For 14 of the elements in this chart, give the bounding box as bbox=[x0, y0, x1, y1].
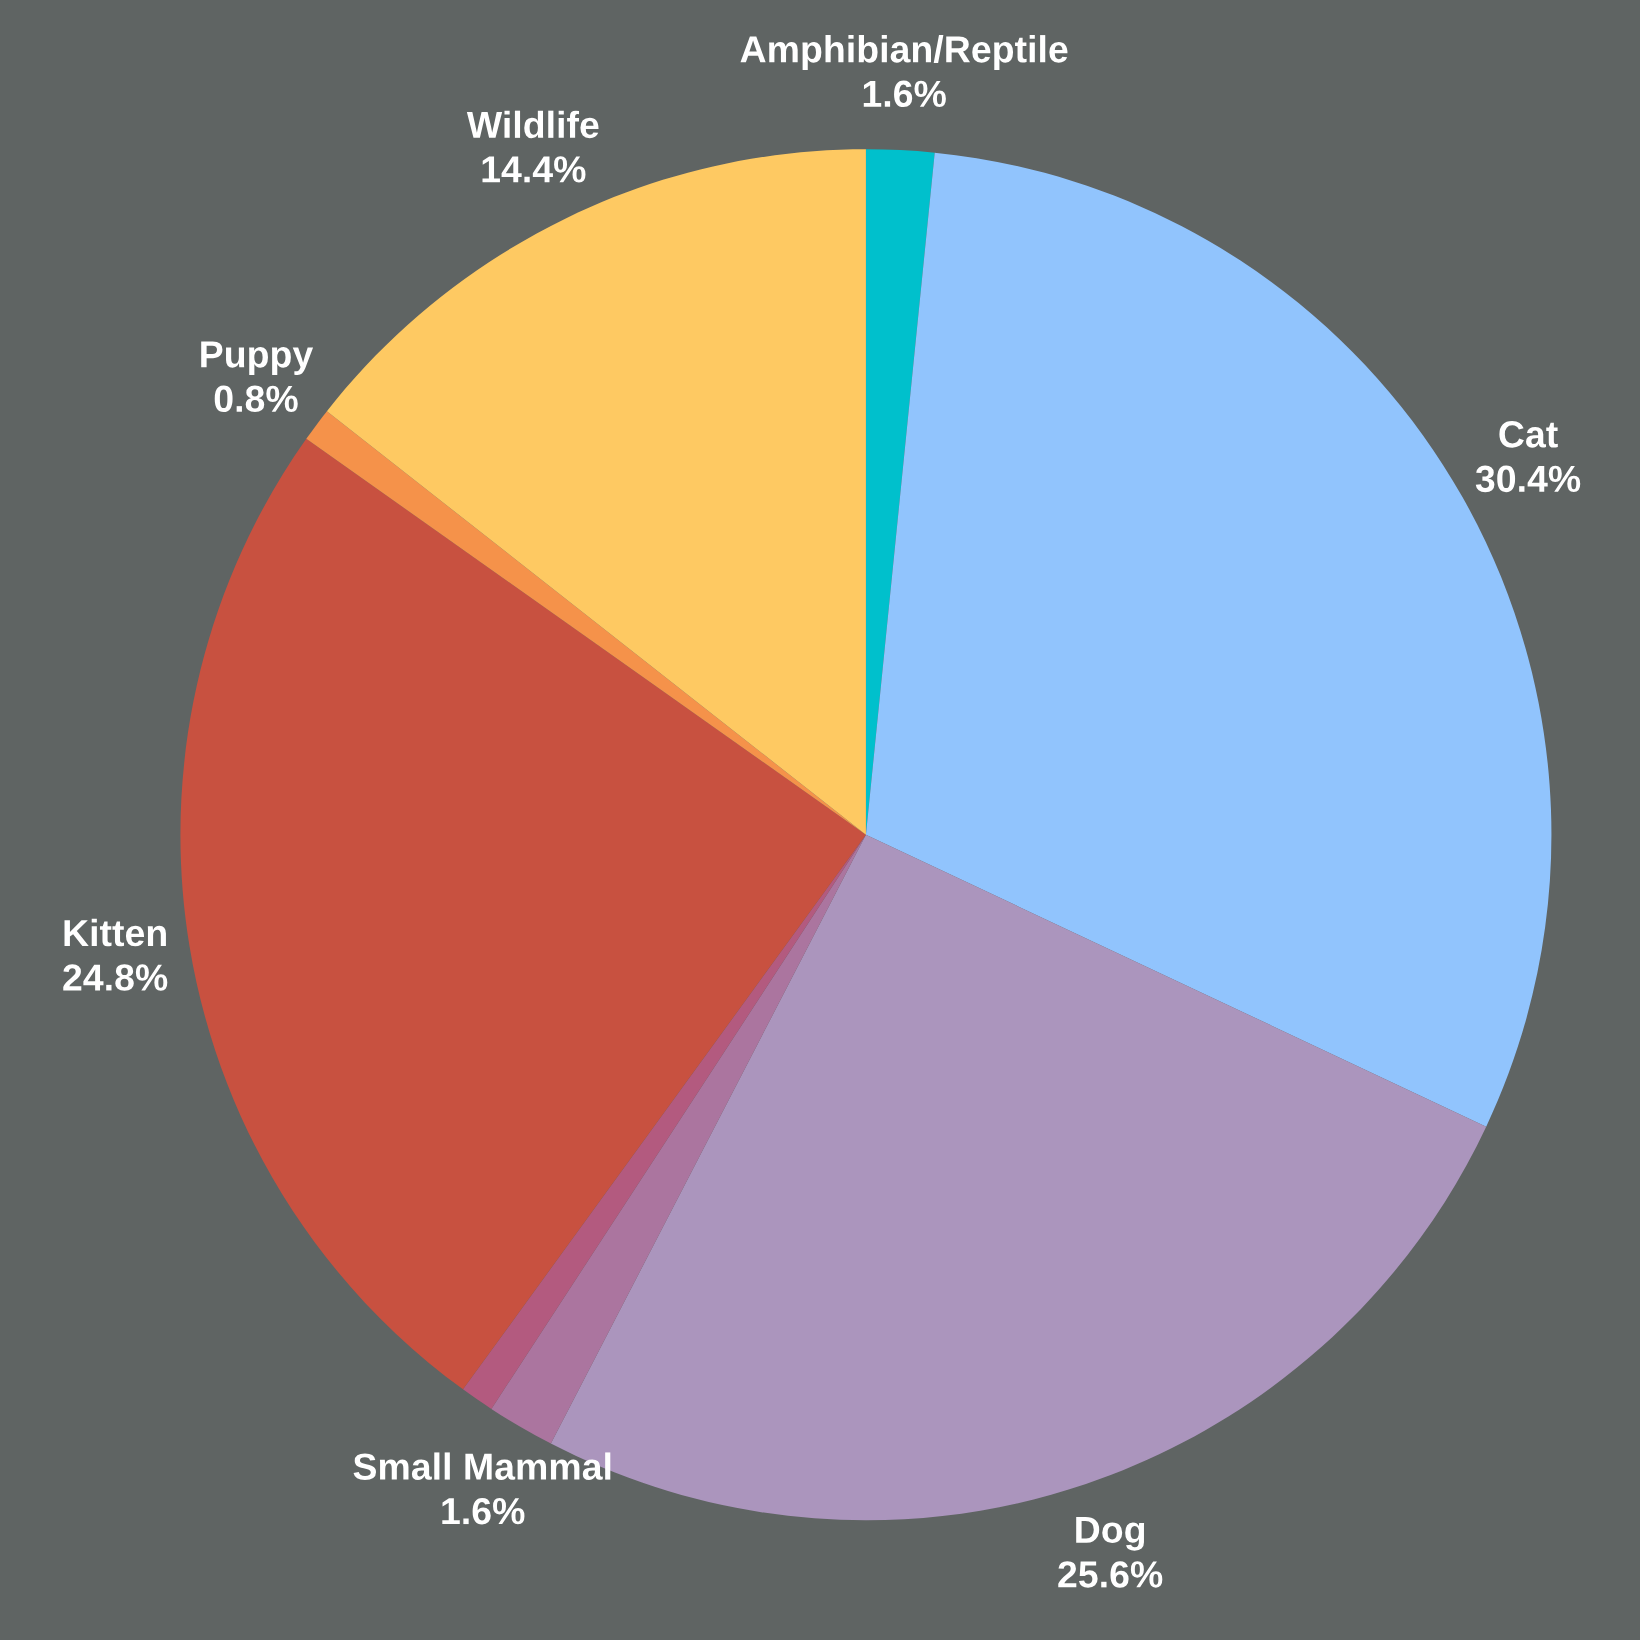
data-label: 14.4% bbox=[482, 156, 586, 183]
data-label: 1.6% bbox=[442, 1497, 525, 1525]
slice-label: Dog bbox=[1076, 1516, 1145, 1551]
slice-label: Cat bbox=[1499, 421, 1558, 448]
data-label: 25.6% bbox=[1058, 1561, 1163, 1588]
data-label: 0.8% bbox=[214, 385, 298, 413]
slice-label: Small Mammal bbox=[353, 1452, 611, 1480]
slice-label: Wildlife bbox=[466, 110, 599, 139]
data-label: 30.4% bbox=[1475, 465, 1581, 493]
slice-label: Puppy bbox=[201, 341, 314, 376]
slice-label: Kitten bbox=[64, 918, 166, 947]
data-label: 24.8% bbox=[63, 964, 168, 991]
data-label: 1.6% bbox=[863, 80, 946, 108]
slice-label: Amphibian/Reptile bbox=[740, 35, 1068, 71]
